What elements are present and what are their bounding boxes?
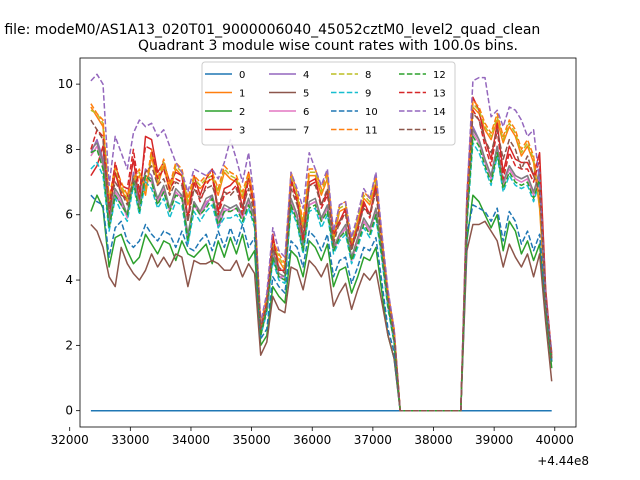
legend-label-8: 8 [365, 70, 371, 81]
legend-label-10: 10 [365, 107, 378, 118]
y-tick-label: 2 [65, 338, 73, 352]
legend-label-15: 15 [433, 126, 446, 137]
series-lines [90, 73, 553, 412]
legend-label-3: 3 [239, 126, 245, 137]
legend-label-2: 2 [239, 107, 245, 118]
legend-label-12: 12 [433, 70, 446, 81]
x-tick-label: 38000 [414, 433, 452, 447]
legend-label-9: 9 [365, 89, 371, 100]
series-line-3 [90, 96, 553, 412]
y-tick-label: 4 [65, 273, 73, 287]
plot-area: 32000 33000 34000 35000 36000 37000 38000 39000… [51, 57, 577, 447]
x-tick-label: 34000 [172, 433, 210, 447]
x-tick-label: 37000 [354, 433, 392, 447]
series-line-13 [90, 109, 553, 412]
series-line-2 [90, 194, 553, 412]
legend-label-0: 0 [239, 70, 245, 81]
series-line-8 [90, 102, 553, 412]
legend-label-13: 13 [433, 89, 446, 100]
legend-label-4: 4 [303, 70, 309, 81]
legend-label-6: 6 [303, 107, 309, 118]
series-line-15 [90, 112, 553, 412]
legend-box [201, 61, 456, 146]
y-tick-label: 6 [65, 208, 73, 222]
x-tick-label: 32000 [51, 433, 89, 447]
legend-label-11: 11 [365, 126, 378, 137]
series-line-9 [90, 142, 553, 412]
y-tick-label: 0 [65, 404, 73, 418]
series-line-7 [90, 129, 553, 412]
x-tick-label: 35000 [233, 433, 271, 447]
legend-label-1: 1 [239, 89, 245, 100]
x-tick-label: 40000 [536, 433, 574, 447]
series-line-5 [90, 220, 553, 412]
series-line-14 [90, 73, 553, 412]
x-tick-label: 39000 [475, 433, 513, 447]
y-tick-label: 8 [65, 142, 73, 156]
x-tick-label: 33000 [111, 433, 149, 447]
series-line-12 [90, 135, 553, 412]
x-offset-label: +4.44e8 [537, 454, 589, 468]
series-line-6 [90, 132, 553, 412]
legend-label-14: 14 [433, 107, 446, 118]
chart-title: Quadrant 3 module wise count rates with … [138, 38, 518, 54]
legend-label-7: 7 [303, 126, 309, 137]
x-tick-label: 36000 [293, 433, 331, 447]
series-line-11 [90, 99, 553, 412]
axes-frame [79, 57, 577, 428]
figure-suptitle: n file: modeM0/AS1A13_020T01_9000006040_… [0, 22, 540, 38]
y-tick-label: 10 [58, 77, 73, 91]
series-line-10 [90, 194, 553, 412]
legend-label-5: 5 [303, 89, 309, 100]
